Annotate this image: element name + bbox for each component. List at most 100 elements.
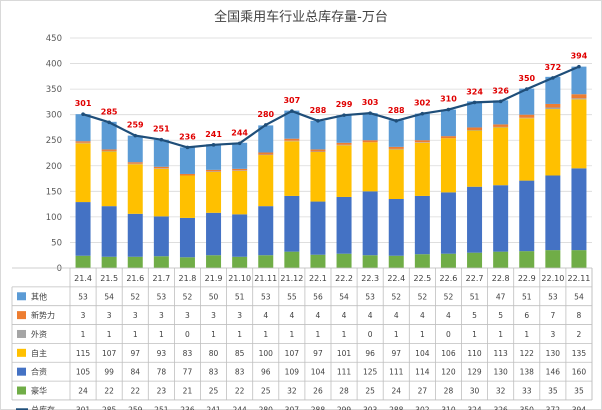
table-cell: 28 — [339, 387, 349, 396]
table-cell: 93 — [157, 349, 167, 358]
bar-其他 — [179, 147, 195, 174]
legend-label-自主: 自主 — [31, 348, 47, 358]
table-cell: 101 — [337, 349, 352, 358]
table-cell: 100 — [259, 349, 274, 358]
table-cell: 326 — [493, 405, 508, 410]
bar-新势力 — [467, 127, 483, 130]
bar-自主 — [179, 175, 195, 218]
bar-合资 — [206, 212, 222, 256]
bar-其他 — [232, 142, 248, 169]
table-cell: 0 — [368, 330, 373, 339]
total-point — [342, 113, 346, 117]
x-tick-label: 22.11 — [567, 274, 590, 283]
table-cell: 53 — [365, 292, 375, 301]
x-tick-label: 21.6 — [126, 274, 144, 283]
y-tick-label: 150 — [46, 187, 62, 197]
bar-豪华 — [101, 256, 117, 268]
total-point — [420, 111, 425, 116]
total-data-label: 307 — [283, 96, 300, 105]
x-tick-label: 22.1 — [309, 274, 327, 283]
table-cell: 85 — [235, 349, 245, 358]
table-cell: 122 — [520, 349, 535, 358]
bar-其他 — [571, 66, 587, 95]
legend-key-外资 — [17, 329, 26, 338]
total-data-label: 394 — [571, 52, 588, 61]
table-cell: 99 — [104, 368, 114, 377]
bar-豪华 — [440, 253, 456, 268]
y-tick-label: 450 — [46, 34, 62, 44]
x-tick-label: 21.11 — [254, 274, 277, 283]
table-cell: 1 — [342, 330, 347, 339]
table-cell: 114 — [415, 368, 430, 377]
bar-外资 — [75, 142, 91, 144]
bar-新势力 — [414, 140, 430, 143]
bar-新势力 — [127, 162, 143, 164]
bar-其他 — [101, 121, 117, 150]
bar-合资 — [388, 199, 404, 256]
bar-其他 — [75, 114, 91, 142]
x-tick-label: 22.4 — [387, 274, 405, 283]
table-cell: 302 — [415, 405, 430, 410]
bar-合资 — [232, 214, 248, 257]
table-cell: 2 — [577, 330, 582, 339]
y-tick-label: 350 — [46, 85, 62, 95]
bar-自主 — [127, 164, 143, 214]
table-cell: 7 — [550, 311, 555, 320]
table-cell: 135 — [572, 349, 587, 358]
bar-外资 — [232, 170, 248, 171]
bar-合资 — [545, 175, 561, 251]
table-cell: 50 — [209, 292, 219, 301]
total-point — [81, 112, 85, 116]
y-tick-label: 200 — [46, 162, 62, 172]
bar-其他 — [362, 113, 378, 141]
table-cell: 25 — [365, 387, 375, 396]
total-data-label: 241 — [205, 130, 222, 139]
x-tick-label: 21.8 — [179, 274, 197, 283]
table-cell: 54 — [104, 292, 114, 301]
bar-豪华 — [75, 255, 91, 268]
bar-新势力 — [153, 166, 169, 169]
total-point — [237, 141, 242, 146]
bar-豪华 — [545, 250, 561, 268]
bar-外资 — [467, 130, 483, 131]
x-tick-label: 21.4 — [74, 274, 92, 283]
bar-其他 — [519, 88, 535, 115]
y-tick-label: 250 — [46, 136, 62, 146]
x-tick-label: 22.5 — [413, 274, 431, 283]
table-cell: 310 — [441, 405, 456, 410]
table-cell: 54 — [339, 292, 349, 301]
table-cell: 80 — [209, 349, 219, 358]
total-point — [394, 119, 399, 123]
total-point — [316, 119, 320, 123]
table-cell: 51 — [235, 292, 245, 301]
table-cell: 4 — [368, 311, 373, 320]
table-cell: 4 — [316, 311, 321, 320]
table-cell: 25 — [261, 387, 271, 396]
table-cell: 1 — [420, 330, 425, 339]
legend-key-新势力 — [17, 311, 26, 320]
table-cell: 109 — [285, 368, 300, 377]
table-cell: 107 — [102, 349, 117, 358]
table-cell: 111 — [337, 368, 352, 377]
bar-豪华 — [519, 251, 535, 268]
bar-新势力 — [571, 94, 587, 99]
table-cell: 52 — [444, 292, 454, 301]
table-cell: 53 — [157, 292, 167, 301]
legend-label-其他: 其他 — [31, 291, 47, 301]
x-tick-label: 22.9 — [518, 274, 536, 283]
bar-自主 — [388, 149, 404, 199]
bar-新势力 — [336, 142, 352, 145]
table-cell: 30 — [470, 387, 480, 396]
table-cell: 1 — [81, 330, 86, 339]
bar-新势力 — [310, 149, 326, 152]
bar-其他 — [388, 120, 404, 147]
table-cell: 3 — [237, 311, 242, 320]
table-cell: 303 — [363, 405, 378, 410]
table-cell: 138 — [520, 368, 535, 377]
bar-新势力 — [545, 103, 561, 108]
legend-key-合资 — [17, 367, 26, 376]
total-point — [524, 87, 529, 91]
table-cell: 1 — [524, 330, 529, 339]
bar-其他 — [440, 109, 456, 137]
total-data-label: 350 — [518, 74, 535, 83]
